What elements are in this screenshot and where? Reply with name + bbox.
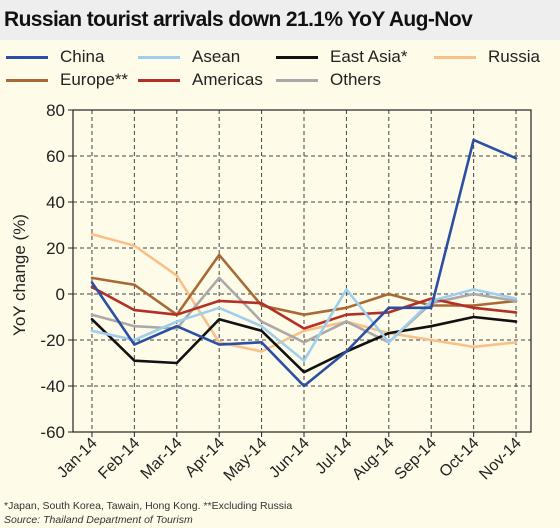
x-tick-label: Sep-14 [392, 435, 441, 484]
x-tick-label: Feb-14 [95, 435, 143, 483]
legend-item-east-asia: East Asia* [276, 46, 408, 68]
x-tick-label: Jun-14 [266, 435, 313, 482]
series-line-russia [90, 232, 518, 353]
legend-item-asean: Asean [138, 46, 240, 68]
y-tick-label: 40 [46, 193, 65, 212]
series-line-east-asia [90, 315, 518, 374]
legend-label-east-asia: East Asia* [330, 47, 408, 66]
x-tick-label: Oct-14 [436, 435, 482, 481]
legend-swatch-east-asia [276, 55, 318, 59]
series-line-china [90, 138, 518, 388]
legend-item-russia: Russia [434, 46, 540, 68]
series-line-americas [90, 285, 518, 330]
legend-swatch-asean [138, 55, 180, 59]
legend-swatch-russia [434, 55, 476, 59]
legend-label-russia: Russia [488, 47, 540, 66]
legend-label-china: China [60, 47, 105, 66]
source-note: Source: Thailand Department of Tourism [4, 514, 193, 526]
legend-label-others: Others [330, 70, 382, 89]
legend-swatch-americas [138, 78, 180, 82]
series-line-asean [90, 288, 518, 363]
legend: China Asean East Asia* Russia Europe** A… [0, 42, 560, 94]
legend-label-europe: Europe** [60, 70, 129, 89]
x-tick-label: May-14 [221, 435, 271, 485]
y-tick-label: -20 [40, 331, 65, 350]
legend-item-americas: Americas [138, 69, 263, 91]
legend-label-americas: Americas [192, 70, 263, 89]
series-line-europe [90, 253, 518, 317]
y-tick-label: 80 [46, 101, 65, 120]
legend-swatch-china [6, 55, 48, 59]
y-tick-label: 20 [46, 239, 65, 258]
y-axis-label: YoY change (%) [10, 214, 29, 336]
plot-frame [72, 109, 532, 433]
plot-area [73, 110, 531, 432]
legend-swatch-others [276, 78, 318, 82]
y-tick-label: 60 [46, 147, 65, 166]
x-tick-label: Nov-14 [476, 435, 525, 484]
y-tick-label: -60 [40, 423, 65, 442]
footnote: *Japan, South Korea, Tawain, Hong Kong. … [4, 500, 293, 512]
y-tick-label: -40 [40, 377, 65, 396]
legend-swatch-europe [6, 78, 48, 82]
legend-item-others: Others [276, 69, 381, 91]
x-tick-label: Mar-14 [138, 435, 186, 483]
legend-label-asean: Asean [192, 47, 241, 66]
x-tick-label: Aug-14 [349, 435, 398, 484]
legend-item-china: China [6, 46, 104, 68]
chart-title: Russian tourist arrivals down 21.1% YoY … [0, 0, 560, 40]
legend-item-europe: Europe** [6, 69, 128, 91]
y-tick-label: 0 [56, 285, 65, 304]
